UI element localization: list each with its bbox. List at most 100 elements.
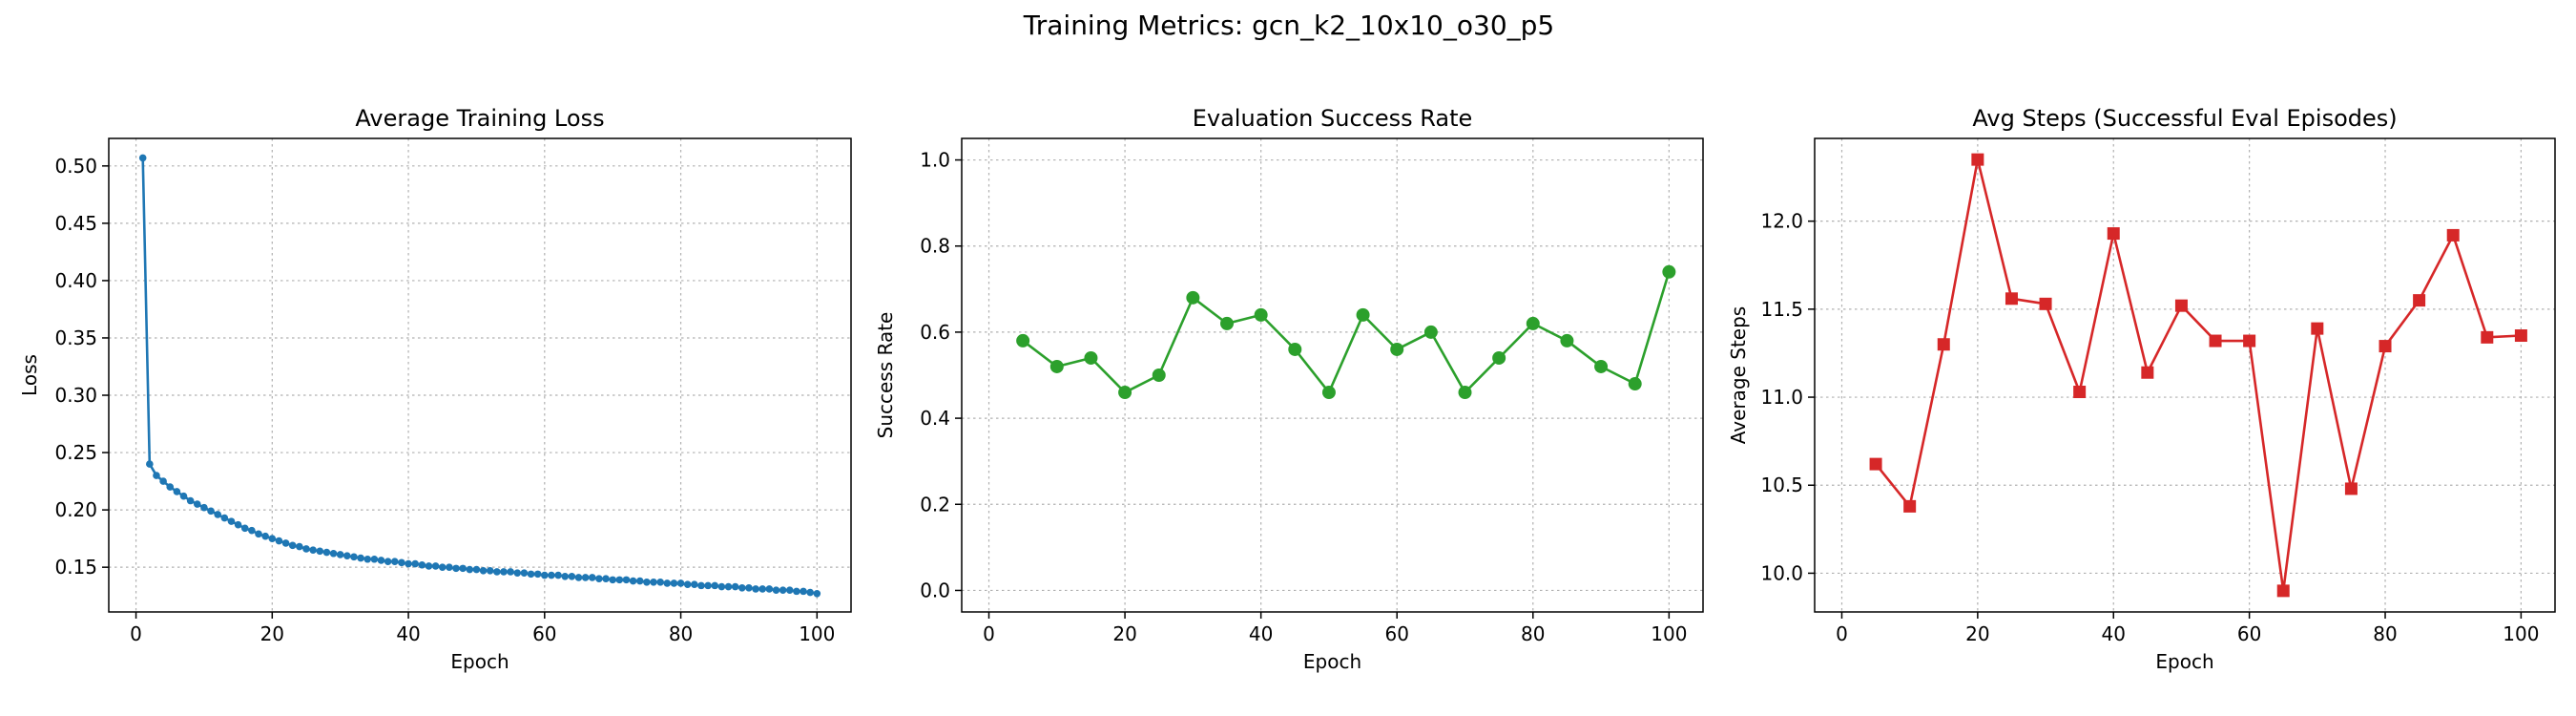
y-tick-label: 0.15 — [54, 556, 97, 579]
y-tick-label: 0.2 — [920, 493, 950, 516]
data-point — [650, 578, 657, 586]
x-tick-label: 0 — [130, 622, 142, 645]
data-point — [336, 551, 344, 558]
data-point — [493, 568, 501, 576]
data-point — [2039, 297, 2052, 310]
data-point — [234, 520, 242, 529]
data-point — [1254, 307, 1268, 322]
data-point — [752, 585, 759, 593]
data-point — [153, 472, 160, 479]
data-point — [507, 568, 514, 576]
data-point — [2276, 584, 2290, 598]
data-point — [2514, 329, 2527, 343]
figure-suptitle: Training Metrics: gcn_k2_10x10_o30_p5 — [1023, 10, 1554, 41]
data-point — [602, 575, 610, 582]
data-point — [1526, 316, 1540, 330]
data-point — [779, 586, 787, 594]
data-point — [513, 569, 522, 577]
data-point — [384, 558, 392, 565]
data-point — [2107, 227, 2120, 241]
data-point — [1492, 350, 1506, 365]
data-point — [329, 549, 338, 558]
data-point — [2413, 294, 2426, 307]
data-point — [2379, 340, 2392, 353]
data-point — [486, 566, 494, 575]
x-tick-label: 80 — [669, 622, 693, 645]
data-point — [1903, 499, 1917, 513]
y-tick-label: 0.35 — [54, 326, 97, 349]
data-point — [268, 535, 277, 542]
data-point — [1937, 338, 1950, 351]
data-point — [806, 588, 814, 597]
data-point — [554, 571, 562, 579]
data-point — [527, 570, 535, 579]
data-point — [663, 579, 672, 587]
data-point — [377, 557, 385, 564]
y-axis-label: Loss — [18, 354, 41, 396]
data-point — [227, 517, 236, 525]
x-tick-label: 20 — [1112, 622, 1136, 645]
data-point — [609, 576, 616, 584]
data-point — [405, 559, 412, 568]
data-point — [758, 585, 767, 593]
data-point — [179, 492, 188, 500]
data-point — [717, 582, 726, 591]
data-point — [711, 581, 719, 590]
avg-steps-panel: 0 20 40 60 80 100 10.0 10.5 11.0 11.5 12.0 Avg Step… — [1727, 105, 2556, 673]
y-tick-label: 1.0 — [920, 149, 950, 172]
data-point — [574, 574, 583, 581]
data-point — [1662, 264, 1676, 279]
x-tick-label: 100 — [799, 622, 835, 645]
data-point — [1321, 386, 1336, 400]
data-point — [737, 583, 746, 592]
data-point — [2005, 292, 2018, 305]
data-point — [309, 546, 317, 554]
data-point — [704, 581, 712, 590]
data-point — [697, 581, 705, 590]
data-point — [629, 577, 637, 585]
data-point — [193, 500, 201, 508]
x-tick-label: 20 — [1965, 622, 1989, 645]
data-point — [1049, 359, 1064, 373]
data-point — [683, 580, 692, 588]
chart-title: Average Training Loss — [355, 105, 604, 132]
data-point — [2311, 322, 2324, 335]
data-point — [1084, 350, 1098, 365]
x-tick-label: 40 — [396, 622, 420, 645]
y-axis-label: Success Rate — [874, 312, 897, 439]
y-axis-label: Average Steps — [1727, 306, 1750, 444]
data-point — [2481, 330, 2494, 344]
data-point — [425, 562, 433, 570]
data-point — [173, 488, 181, 495]
data-point — [1220, 316, 1235, 330]
data-point — [765, 585, 774, 593]
data-point — [2344, 482, 2358, 495]
data-point — [322, 548, 331, 557]
data-point — [398, 558, 405, 567]
data-point — [561, 572, 570, 580]
data-point — [186, 496, 195, 505]
x-tick-label: 60 — [1384, 622, 1408, 645]
data-point — [411, 559, 419, 568]
y-tick-label: 0.30 — [54, 384, 97, 407]
data-point — [146, 460, 154, 468]
data-point — [1288, 342, 1302, 356]
data-point — [1152, 369, 1166, 382]
data-point — [2174, 299, 2188, 312]
x-tick-label: 80 — [2373, 622, 2397, 645]
data-point — [520, 569, 529, 577]
data-point — [296, 542, 303, 551]
data-point — [275, 537, 283, 545]
data-point — [207, 507, 215, 516]
data-point — [500, 568, 508, 576]
y-tick-label: 0.4 — [920, 407, 950, 430]
data-point — [676, 579, 685, 587]
x-axis-label: Epoch — [450, 650, 509, 673]
data-point — [418, 560, 426, 569]
data-point — [220, 514, 229, 522]
data-point — [595, 575, 603, 582]
data-point — [316, 547, 324, 556]
data-point — [255, 530, 262, 538]
y-tick-label: 10.5 — [1760, 474, 1803, 496]
